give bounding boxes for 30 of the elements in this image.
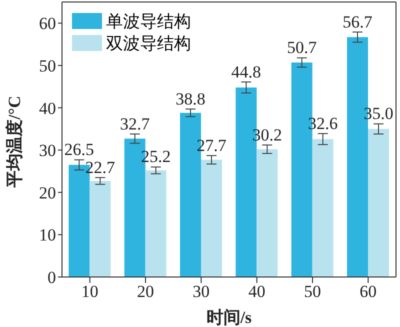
x-tick-label: 30 (192, 282, 210, 302)
x-tick-label: 20 (137, 282, 154, 302)
bar (90, 180, 111, 277)
x-tick-label: 50 (304, 282, 321, 302)
bar (368, 128, 390, 277)
data-label: 32.7 (120, 114, 150, 134)
y-tick-label: 60 (39, 14, 56, 34)
bar (256, 149, 278, 277)
x-tick-label: 10 (81, 282, 98, 302)
y-tick-label: 20 (39, 183, 56, 202)
y-tick-label: 50 (39, 56, 56, 76)
bar (312, 139, 334, 277)
data-label: 38.8 (176, 89, 206, 108)
y-tick-label: 0 (48, 268, 56, 288)
y-tick-label: 40 (39, 98, 56, 118)
data-label: 26.5 (64, 140, 94, 160)
y-tick-label: 10 (39, 226, 56, 245)
legend-label: 单波导结构 (106, 10, 191, 32)
data-label: 50.7 (286, 38, 318, 58)
x-tick-label: 40 (248, 282, 266, 302)
bar (201, 160, 222, 277)
bar (145, 170, 166, 277)
data-label: 44.8 (231, 62, 262, 82)
data-label: 56.7 (342, 12, 373, 32)
legend-label: 双波导结构 (106, 32, 191, 54)
y-axis-title: 平均温度/°C (5, 96, 24, 188)
x-axis-title: 时间/s (206, 308, 252, 327)
x-tick-label: 60 (360, 282, 377, 302)
data-label: 22.7 (85, 158, 116, 177)
y-tick-label: 30 (39, 141, 56, 160)
